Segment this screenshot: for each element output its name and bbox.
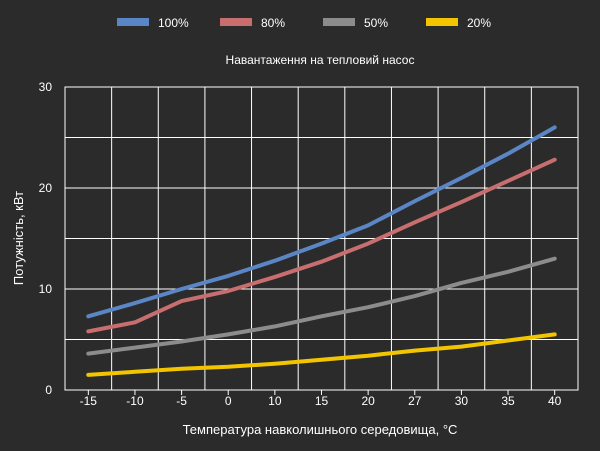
x-tick-label: 20 xyxy=(361,394,375,408)
x-tick-label: -10 xyxy=(126,394,144,408)
y-axis-title: Потужність, кВт xyxy=(11,191,26,285)
y-tick-label: 30 xyxy=(39,80,53,94)
x-axis-title: Температура навколишнього середовища, °C xyxy=(183,422,458,437)
legend: 100% 80% 50% 20% xyxy=(117,16,491,30)
legend-swatch-20pct xyxy=(426,18,458,26)
x-tick-label: 0 xyxy=(225,394,232,408)
y-tick-label: 0 xyxy=(45,383,52,397)
legend-label: 50% xyxy=(364,16,388,30)
series-line-50pct xyxy=(86,256,557,356)
chart-title: Навантаження на тепловий насос xyxy=(226,53,415,67)
legend-label: 20% xyxy=(467,16,491,30)
x-tick-label: -5 xyxy=(176,394,187,408)
y-axis-ticks: 0 10 20 30 xyxy=(39,80,53,397)
legend-label: 100% xyxy=(158,16,189,30)
legend-swatch-100pct xyxy=(117,18,149,26)
x-tick-label: 30 xyxy=(455,394,469,408)
legend-swatch-50pct xyxy=(323,18,355,26)
series-line-80pct xyxy=(86,157,557,334)
x-tick-label: -15 xyxy=(80,394,98,408)
series-line-20pct xyxy=(86,332,557,377)
x-tick-label: 15 xyxy=(315,394,329,408)
series-line-100pct xyxy=(86,125,557,319)
y-tick-label: 10 xyxy=(39,282,53,296)
x-tick-label: 27 xyxy=(408,394,422,408)
x-tick-label: 40 xyxy=(548,394,562,408)
grid xyxy=(65,87,578,390)
x-axis-ticks: -15 -10 -5 0 10 15 20 27 30 35 40 xyxy=(80,390,562,408)
series-lines xyxy=(86,125,557,377)
x-tick-label: 10 xyxy=(268,394,282,408)
legend-swatch-80pct xyxy=(220,18,252,26)
y-tick-label: 20 xyxy=(39,181,53,195)
legend-label: 80% xyxy=(261,16,285,30)
x-tick-label: 35 xyxy=(501,394,515,408)
